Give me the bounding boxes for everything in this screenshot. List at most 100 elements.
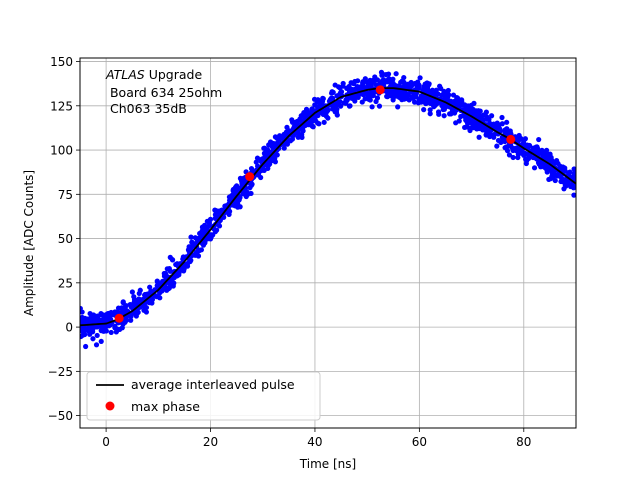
sample-point: [327, 97, 333, 103]
sample-point: [188, 234, 194, 240]
sample-point: [423, 100, 430, 106]
sample-point: [494, 143, 500, 149]
sample-point: [165, 286, 171, 292]
sample-point: [179, 266, 185, 272]
sample-point: [141, 303, 148, 309]
sample-point: [321, 119, 327, 125]
sample-point: [389, 89, 395, 95]
sample-point: [541, 150, 548, 156]
sample-point: [213, 208, 219, 214]
sample-point: [448, 98, 454, 104]
sample-point: [369, 104, 375, 110]
y-tick-label: 50: [58, 232, 73, 246]
sample-point: [474, 113, 481, 120]
sample-point: [90, 336, 96, 342]
sample-point: [504, 119, 510, 125]
sample-point: [93, 324, 100, 330]
sample-point: [299, 134, 305, 141]
sample-point: [284, 141, 291, 147]
sample-point: [435, 109, 442, 115]
sample-point: [103, 317, 109, 324]
sample-point: [362, 76, 368, 82]
x-axis-ticks: 0 20 40 60 80: [102, 428, 531, 449]
sample-point: [467, 116, 473, 122]
sample-point: [80, 305, 83, 312]
sample-point: [465, 103, 471, 109]
sample-point: [348, 95, 354, 101]
sample-point: [524, 142, 530, 148]
sample-point: [325, 115, 331, 121]
sample-point: [531, 165, 538, 171]
sample-point: [266, 149, 272, 155]
sample-point: [423, 88, 429, 94]
sample-point: [91, 315, 98, 321]
y-tick-label: 0: [65, 321, 73, 335]
sample-point: [549, 173, 555, 179]
sample-point: [83, 343, 89, 350]
sample-point: [167, 281, 173, 287]
sample-point: [248, 165, 255, 172]
sample-point: [304, 110, 310, 116]
sample-point: [195, 248, 201, 254]
sample-point: [256, 171, 262, 177]
sample-point: [367, 77, 373, 83]
sample-point: [332, 82, 338, 88]
max-phase-point: [506, 134, 516, 144]
sample-point: [321, 110, 328, 116]
x-axis-label: Time [ns]: [299, 457, 356, 471]
sample-point: [468, 107, 474, 113]
sample-point: [137, 287, 143, 293]
sample-point: [354, 84, 360, 90]
sample-point: [429, 87, 436, 93]
sample-point: [365, 94, 371, 100]
sample-point: [82, 315, 88, 321]
legend-label-max-phase: max phase: [131, 399, 200, 414]
sample-point: [537, 149, 543, 155]
sample-point: [338, 89, 344, 95]
sample-point: [526, 155, 532, 161]
sample-point: [495, 137, 502, 144]
sample-point: [417, 75, 423, 81]
y-tick-label: 125: [50, 99, 73, 113]
sample-point: [202, 222, 208, 228]
sample-point: [489, 113, 495, 119]
sample-point: [372, 74, 378, 80]
sample-point: [334, 100, 340, 107]
sample-point: [515, 147, 521, 153]
sample-point: [108, 329, 114, 336]
sample-point: [284, 124, 290, 130]
sample-point: [390, 97, 396, 103]
sample-point: [300, 128, 306, 134]
sample-point: [143, 309, 150, 315]
sample-point: [120, 299, 126, 305]
sample-point: [406, 83, 412, 89]
sample-point: [557, 163, 563, 169]
sample-point: [504, 148, 511, 154]
sample-point: [129, 289, 135, 295]
sample-point: [194, 238, 200, 244]
sample-point: [164, 266, 170, 272]
sample-point: [312, 102, 318, 108]
sample-point: [474, 124, 480, 130]
sample-point: [128, 317, 134, 323]
sample-point: [427, 107, 433, 113]
sample-point: [198, 230, 205, 236]
sample-point: [404, 93, 410, 99]
sample-point: [233, 184, 239, 190]
sample-point: [186, 244, 192, 250]
y-tick-label: −25: [48, 365, 73, 379]
sample-point: [347, 103, 353, 109]
max-phase-points: [114, 85, 516, 323]
annotation-upgrade: Upgrade: [145, 67, 203, 82]
sample-point: [571, 192, 576, 198]
sample-point: [128, 304, 134, 310]
sample-point: [411, 99, 418, 105]
sample-point: [547, 153, 553, 159]
sample-point: [108, 312, 115, 318]
sample-point: [385, 76, 391, 83]
sample-point: [377, 80, 383, 86]
sample-point: [409, 94, 415, 100]
legend: average interleaved pulse max phase: [86, 371, 321, 421]
plot-frame: [79, 57, 577, 429]
